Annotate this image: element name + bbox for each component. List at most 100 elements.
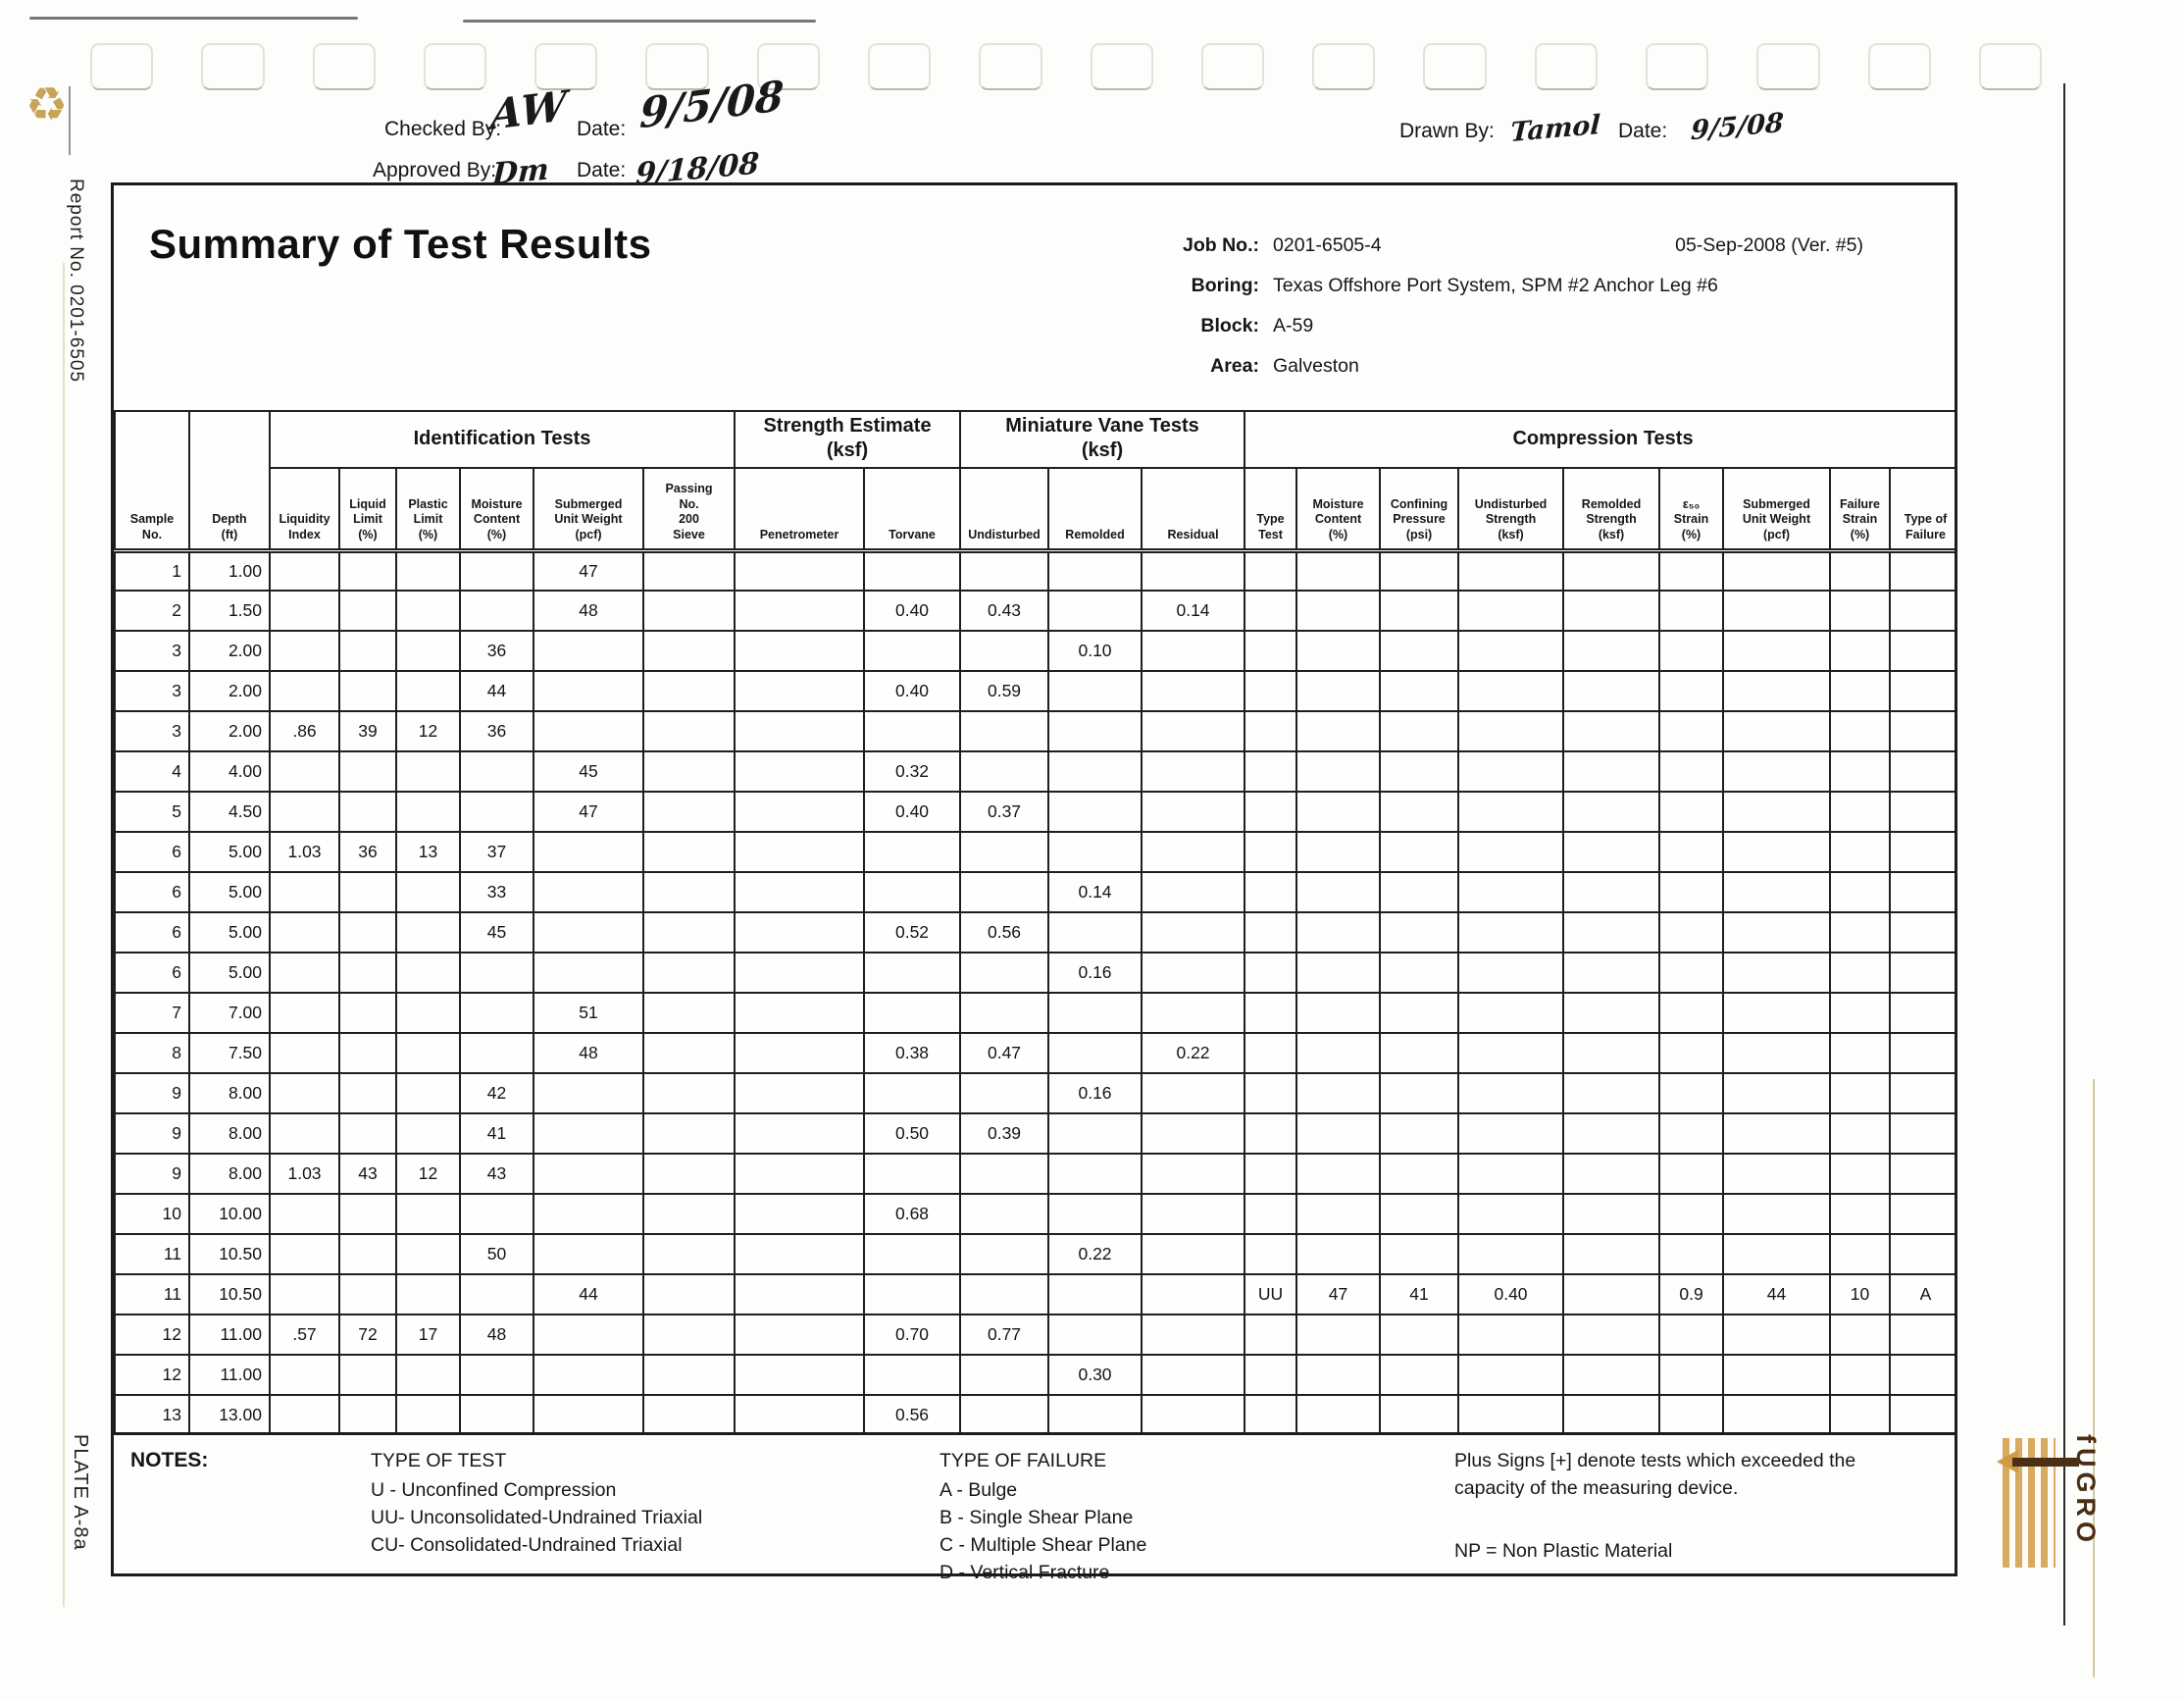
cell: [734, 670, 866, 712]
table-row: 6 5.00 1.03 36 13 37: [114, 831, 1955, 873]
cell: [1889, 1112, 1955, 1155]
cell: [1722, 911, 1832, 954]
table-row: 7 7.00 51: [114, 992, 1955, 1034]
cell: [338, 871, 397, 913]
cell: 44: [533, 1273, 644, 1315]
cell: 9: [114, 1153, 190, 1195]
cell: [1722, 750, 1832, 793]
cell: [1047, 590, 1143, 632]
table-row: 4 4.00 45 0.32: [114, 750, 1955, 793]
job-info: Job No.: 0201-6505-4 05-Sep-2008 (Ver. #…: [1143, 234, 1863, 395]
cell: [1829, 670, 1892, 712]
cell: [1047, 1032, 1143, 1074]
cell: [1457, 871, 1565, 913]
cell: [533, 710, 644, 752]
note-item: D - Vertical Fracture: [940, 1562, 1110, 1583]
cell: 1: [114, 549, 190, 592]
cell: 12: [114, 1314, 190, 1356]
cell: [338, 670, 397, 712]
column-header: Confining Pressure (psi): [1379, 467, 1460, 553]
cell: [459, 1273, 534, 1315]
cell: [1562, 670, 1661, 712]
cell: 6: [114, 871, 190, 913]
cell: 45: [459, 911, 534, 954]
cell: [338, 1233, 397, 1275]
cell: [338, 992, 397, 1034]
cell: [1829, 1032, 1892, 1074]
cell: [269, 992, 340, 1034]
cell: [269, 1354, 340, 1396]
cell: [959, 1354, 1050, 1396]
cell: [1658, 710, 1725, 752]
cell: [641, 590, 736, 632]
boring-value: Texas Offshore Port System, SPM #2 Ancho…: [1273, 275, 1718, 296]
cell: 0.43: [959, 590, 1050, 632]
cell: [1889, 952, 1955, 994]
cell: [269, 952, 340, 994]
cell: [1722, 831, 1832, 873]
fugro-logo: fUGRO: [1997, 1432, 2105, 1575]
drawn-date-label: Date:: [1618, 120, 1668, 142]
plus-sign-note: Plus Signs [+] denote tests which exceed…: [1454, 1450, 1856, 1499]
cell: [1047, 1273, 1143, 1315]
cell: [1829, 1233, 1892, 1275]
cell: [1379, 1072, 1460, 1114]
cell: 3: [114, 630, 190, 672]
cell: [1722, 1112, 1832, 1155]
cell: [338, 1032, 397, 1074]
cell: [1244, 1112, 1298, 1155]
cell: [1457, 1153, 1565, 1195]
cell: [1457, 630, 1565, 672]
cell: [1141, 992, 1246, 1034]
cell: [641, 952, 736, 994]
cell: [1829, 1153, 1892, 1195]
cell: [395, 1072, 461, 1114]
cell: [1658, 871, 1725, 913]
cell: [1722, 1394, 1832, 1432]
cell: [1562, 831, 1661, 873]
cell: [395, 630, 461, 672]
cell: [1889, 1233, 1955, 1275]
cell: [734, 750, 866, 793]
cell: [1141, 1112, 1246, 1155]
cell: 39: [338, 710, 397, 752]
cell: [863, 630, 962, 672]
document-frame: Summary of Test Results Job No.: 0201-65…: [111, 182, 1957, 1583]
cell: [1295, 710, 1382, 752]
cell: [863, 1354, 962, 1396]
cell: 10: [1829, 1273, 1892, 1315]
cell: 9: [114, 1112, 190, 1155]
cell: [1658, 831, 1725, 873]
plate-number: PLATE A-8a: [70, 1434, 91, 1551]
cell: [1562, 590, 1661, 632]
table-row: 6 5.00 45 0.52 0.56: [114, 911, 1955, 954]
cell: [395, 871, 461, 913]
column-header: Type of Failure: [1889, 467, 1955, 553]
cell: [1889, 750, 1955, 793]
cell: [734, 831, 866, 873]
cell: [863, 1233, 962, 1275]
cell: [1295, 952, 1382, 994]
cell: 0.9: [1658, 1273, 1725, 1315]
recycled-paper-icon: ♻: [25, 79, 69, 131]
cell: 1.00: [188, 549, 271, 592]
cell: [1658, 1153, 1725, 1195]
type-of-failure-title: TYPE OF FAILURE: [940, 1450, 1107, 1471]
cell: [1562, 549, 1661, 592]
cell: [1889, 791, 1955, 833]
cell: [1244, 871, 1298, 913]
cell: 4.00: [188, 750, 271, 793]
cell: 41: [459, 1112, 534, 1155]
cell: 41: [1379, 1273, 1460, 1315]
cell: [734, 1032, 866, 1074]
cell: [1295, 911, 1382, 954]
cell: [1457, 831, 1565, 873]
cell: [1457, 750, 1565, 793]
cell: [1141, 630, 1246, 672]
cell: [734, 1314, 866, 1356]
cell: [641, 911, 736, 954]
cell: 4: [114, 750, 190, 793]
cell: 42: [459, 1072, 534, 1114]
cell: 2.00: [188, 670, 271, 712]
table-row: 3 2.00 36 0.10: [114, 630, 1955, 672]
